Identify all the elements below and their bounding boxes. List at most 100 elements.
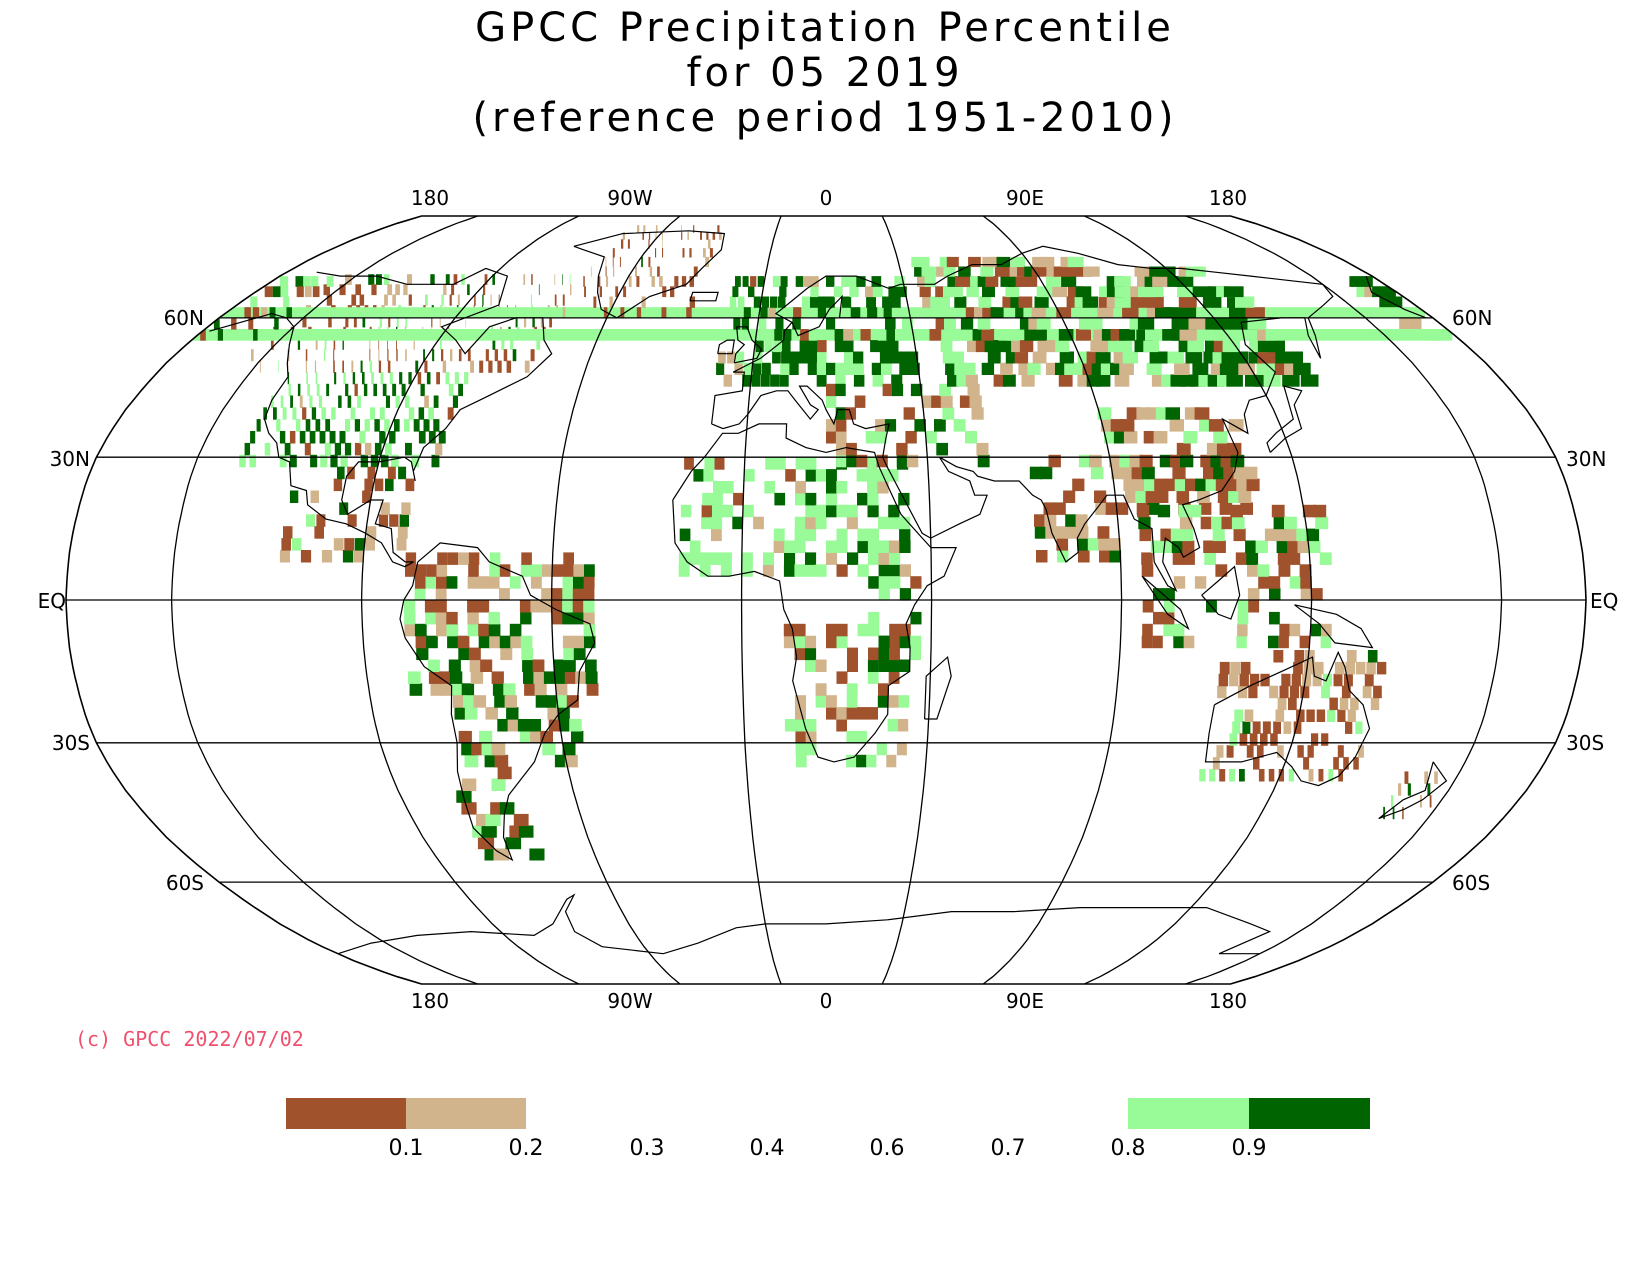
percentile-cell [693, 225, 695, 233]
percentile-cell [316, 383, 320, 397]
percentile-cell [1198, 502, 1212, 515]
percentile-cell [945, 362, 957, 375]
percentile-cell [985, 276, 999, 287]
percentile-cell [846, 695, 858, 708]
percentile-cell [303, 276, 311, 287]
percentile-cell [794, 540, 806, 553]
percentile-cell [681, 276, 687, 287]
percentile-cell [815, 504, 827, 518]
percentile-cell [636, 276, 640, 287]
title-line-1: GPCC Precipitation Percentile [475, 5, 1175, 51]
percentile-cell [1202, 296, 1222, 308]
percentile-cell [573, 576, 584, 589]
percentile-cell [554, 294, 557, 306]
percentile-cell [353, 550, 364, 563]
percentile-cell [1153, 611, 1164, 625]
percentile-cell [760, 307, 768, 319]
percentile-cell [1010, 256, 1025, 268]
percentile-cell [866, 457, 878, 470]
percentile-cell [938, 296, 950, 308]
percentile-cell [799, 340, 809, 353]
percentile-cell [967, 383, 980, 397]
percentile-cell [794, 516, 806, 530]
percentile-cell [1078, 550, 1090, 563]
percentile-cell [331, 407, 336, 420]
percentile-cell [342, 337, 344, 350]
percentile-cell [1114, 286, 1132, 298]
percentile-cell [380, 372, 384, 385]
percentile-cell [599, 286, 602, 298]
percentile-cell [609, 296, 613, 308]
percentile-cell [1178, 504, 1191, 518]
percentile-cell [506, 707, 519, 720]
percentile-cell [569, 274, 571, 285]
percentile-cell [289, 431, 296, 444]
percentile-cell [693, 469, 704, 482]
percentile-cell [1232, 721, 1241, 734]
percentile-cell [1130, 296, 1148, 308]
percentile-cell [807, 362, 818, 375]
percentile-cell [1275, 709, 1285, 722]
percentile-cell [583, 611, 595, 625]
meridian-line [170, 215, 478, 985]
percentile-cell [343, 372, 346, 385]
percentile-cell [853, 362, 864, 375]
percentile-cell [846, 707, 858, 720]
percentile-cell [387, 284, 393, 296]
percentile-cell [887, 340, 899, 353]
percentile-cell [1145, 490, 1159, 503]
percentile-cell [1283, 721, 1292, 734]
percentile-cell [1119, 454, 1133, 468]
percentile-cell [1143, 340, 1160, 353]
percentile-cell [549, 315, 552, 328]
percentile-cell [1355, 721, 1363, 734]
percentile-cell [1310, 623, 1322, 637]
percentile-cell [1402, 806, 1404, 820]
percentile-cell [888, 286, 899, 298]
percentile-cell [1195, 478, 1208, 492]
percentile-cell [1000, 362, 1013, 375]
percentile-cell [337, 466, 345, 480]
percentile-cell [636, 307, 642, 319]
percentile-cell [598, 276, 601, 287]
percentile-cell [1082, 296, 1098, 308]
percentile-cell [1078, 317, 1094, 330]
lon-label-top: 180 [1209, 186, 1247, 210]
percentile-cell [965, 431, 977, 444]
percentile-cell [1281, 673, 1291, 687]
percentile-cell [1097, 526, 1110, 539]
percentile-cell [398, 466, 407, 480]
percentile-cell [803, 276, 811, 287]
percentile-cell [524, 683, 537, 696]
percentile-cell [751, 374, 761, 387]
percentile-cell [295, 276, 304, 287]
percentile-cell [430, 274, 435, 285]
percentile-cell [946, 256, 959, 268]
percentile-cell [857, 540, 869, 553]
percentile-cell [425, 611, 437, 625]
percentile-cell [1296, 528, 1309, 542]
percentile-cell [865, 286, 875, 298]
percentile-cell [1237, 611, 1249, 625]
percentile-cell [1289, 623, 1301, 637]
percentile-cell [418, 431, 426, 444]
percentile-cell [826, 469, 837, 482]
percentile-cell [775, 317, 784, 330]
percentile-cell [364, 419, 370, 432]
percentile-cell [704, 457, 715, 470]
legend-tick-label: 0.1 [389, 1136, 424, 1161]
percentile-cell [269, 307, 276, 319]
percentile-cell [703, 469, 714, 482]
percentile-cell [271, 395, 274, 408]
percentile-cell [541, 564, 553, 577]
percentile-cell [1297, 745, 1304, 758]
percentile-cell [716, 362, 725, 375]
percentile-cell [1009, 266, 1024, 277]
percentile-cell [714, 457, 725, 470]
percentile-cell [921, 395, 934, 408]
percentile-cell [1044, 514, 1057, 527]
percentile-cell [729, 296, 737, 308]
percentile-cell [420, 383, 425, 397]
percentile-cell [488, 623, 501, 637]
percentile-cell [1170, 329, 1188, 341]
